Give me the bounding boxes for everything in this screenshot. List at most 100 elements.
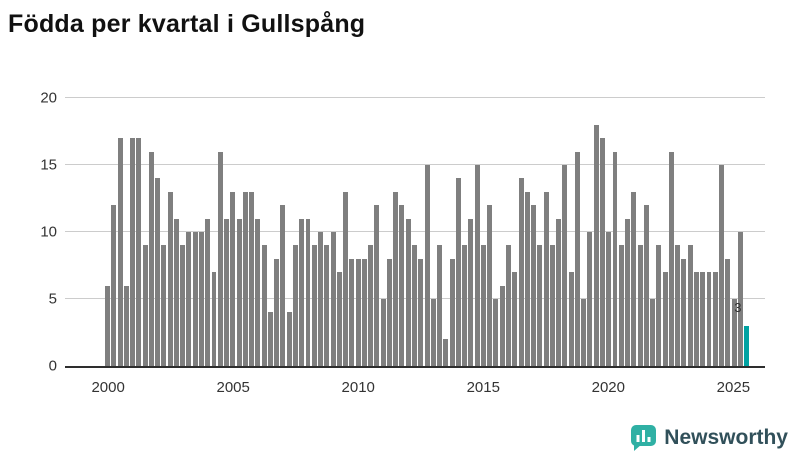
bar (518, 178, 524, 366)
bar (186, 232, 192, 366)
bar (180, 245, 186, 366)
bar (267, 312, 273, 366)
bar (599, 138, 605, 366)
bar (462, 245, 468, 366)
bar (198, 232, 204, 366)
bar (349, 258, 355, 366)
bar (543, 191, 549, 366)
bar (205, 218, 211, 366)
bar (330, 232, 336, 366)
plot-area: 0 5 10 15 20 2000 2005 2010 2015 2020 2025 3 (40, 90, 765, 396)
bar (719, 165, 724, 366)
bar (499, 285, 505, 366)
bar (443, 339, 449, 366)
bar (155, 178, 161, 366)
bar (618, 245, 624, 366)
x-axis-tick-label: 2000 (91, 379, 125, 396)
bar (637, 245, 643, 366)
bar (568, 272, 574, 366)
bar (700, 272, 706, 366)
bar (650, 299, 656, 366)
bar (274, 258, 280, 366)
bar (261, 245, 267, 366)
bar (217, 151, 223, 366)
bar (361, 258, 367, 366)
bar (117, 138, 123, 366)
x-axis-tick-label: 2015 (466, 379, 500, 396)
bar (318, 232, 323, 366)
bar (148, 151, 154, 366)
bar (311, 245, 317, 366)
bar (455, 178, 461, 366)
bar (562, 165, 568, 366)
last-value-annotation: 3 (734, 300, 742, 316)
x-axis-tick-label: 2010 (341, 379, 375, 396)
bar (374, 205, 380, 366)
bar (299, 218, 305, 366)
bar (224, 218, 230, 366)
newsworthy-logo: Newsworthy (630, 424, 788, 451)
bar (380, 299, 386, 366)
bar (612, 151, 618, 366)
bar (368, 245, 374, 366)
bar (712, 272, 718, 366)
gridline (65, 164, 765, 165)
bar (524, 191, 530, 366)
bar (405, 218, 411, 366)
bar (430, 299, 436, 366)
bar (161, 245, 167, 366)
bar (587, 232, 593, 366)
newsworthy-bar-chart-bubble-icon (630, 424, 657, 451)
bar (706, 272, 712, 366)
y-axis-tick-label: 20 (40, 89, 57, 107)
bar (725, 258, 731, 366)
bar (449, 258, 455, 366)
bar (386, 258, 392, 366)
bar (399, 205, 405, 366)
bar (687, 245, 693, 366)
bar (506, 245, 511, 366)
bar (412, 245, 417, 366)
bar (681, 258, 687, 366)
bar (286, 312, 292, 366)
bar-highlighted (744, 325, 750, 366)
bar (280, 205, 286, 366)
bar (625, 218, 631, 366)
bar (236, 218, 242, 366)
bar (105, 285, 110, 366)
bar (487, 205, 493, 366)
gridline (65, 97, 765, 98)
bar (693, 272, 699, 366)
bar (242, 191, 248, 366)
bar (549, 245, 555, 366)
bar (737, 232, 743, 366)
y-axis-tick-label: 15 (40, 156, 57, 174)
bar (173, 218, 179, 366)
bar (292, 245, 298, 366)
bar (343, 191, 349, 366)
bar (656, 245, 662, 366)
newsworthy-wordmark: Newsworthy (664, 425, 788, 449)
y-axis-tick-label: 5 (48, 290, 57, 308)
bar (192, 232, 198, 366)
bar (468, 218, 474, 366)
bar (255, 218, 261, 366)
bar (355, 258, 361, 366)
bar (111, 205, 117, 366)
x-axis-tick-label: 2005 (216, 379, 250, 396)
bar (437, 245, 443, 366)
bar (556, 218, 562, 366)
bar (643, 205, 649, 366)
bar (668, 151, 674, 366)
bar-chart: 0 5 10 15 20 2000 2005 2010 2015 2020 2025 3 (40, 90, 765, 396)
y-axis-tick-label: 0 (48, 357, 57, 375)
bar (731, 299, 737, 366)
bar (211, 272, 217, 366)
bar (167, 191, 173, 366)
gridline (65, 231, 765, 232)
page-title: Födda per kvartal i Gullspång (8, 10, 366, 38)
bar (230, 191, 236, 366)
bar (123, 285, 129, 366)
bar (537, 245, 543, 366)
bar (324, 245, 330, 366)
